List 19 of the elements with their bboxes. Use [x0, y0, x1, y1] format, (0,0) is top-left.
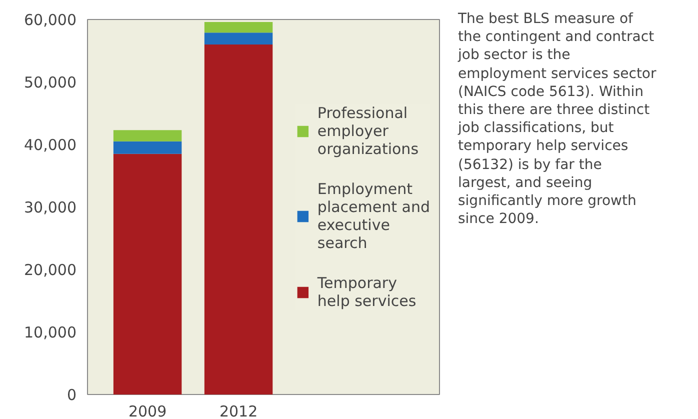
y-tick-label: 40,000 [24, 136, 77, 154]
y-tick-label: 30,000 [24, 198, 77, 216]
y-tick-label: 10,000 [24, 324, 77, 342]
bar [204, 32, 273, 44]
y-tick-label: 20,000 [24, 261, 77, 279]
text: The best BLS measure of the contingent and contract job sector is the employment services sector (NAICS code 5613). Within this there are three distinct job classifications, but temporary help services (56132) is by far the largest, and seeing significantly more growth since 2009. [458, 11, 656, 228]
bar [204, 44, 273, 394]
legend-label: Employment placement and executive search [317, 180, 430, 252]
legend-label: Temporary help services [317, 274, 416, 310]
bar [113, 141, 182, 154]
x-tick-label: 2012 [219, 402, 258, 419]
x-tick-label: 2009 [128, 402, 167, 419]
y-tick-label: 50,000 [24, 74, 77, 92]
bar [113, 130, 182, 142]
y-tick-label: 0 [66, 386, 77, 404]
y-tick-label: 60,000 [24, 11, 77, 29]
bar [113, 154, 182, 394]
bar [204, 22, 273, 33]
legend-label: Professional employer organizations [317, 104, 419, 158]
